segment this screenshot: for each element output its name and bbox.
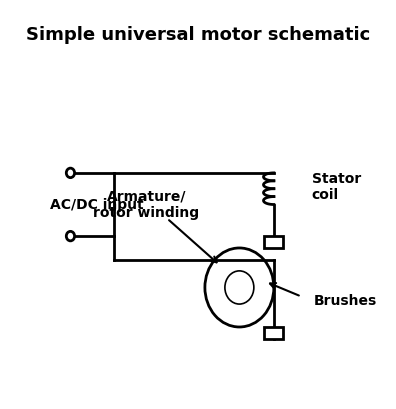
Text: Simple universal motor schematic: Simple universal motor schematic <box>26 26 370 44</box>
Text: Armature/
rotor winding: Armature/ rotor winding <box>93 189 199 220</box>
Text: Stator
coil: Stator coil <box>312 172 361 202</box>
Circle shape <box>225 271 254 304</box>
Bar <box>265 236 283 248</box>
Bar <box>265 327 283 339</box>
Text: Brushes: Brushes <box>314 294 377 308</box>
Text: AC/DC input: AC/DC input <box>50 198 143 211</box>
